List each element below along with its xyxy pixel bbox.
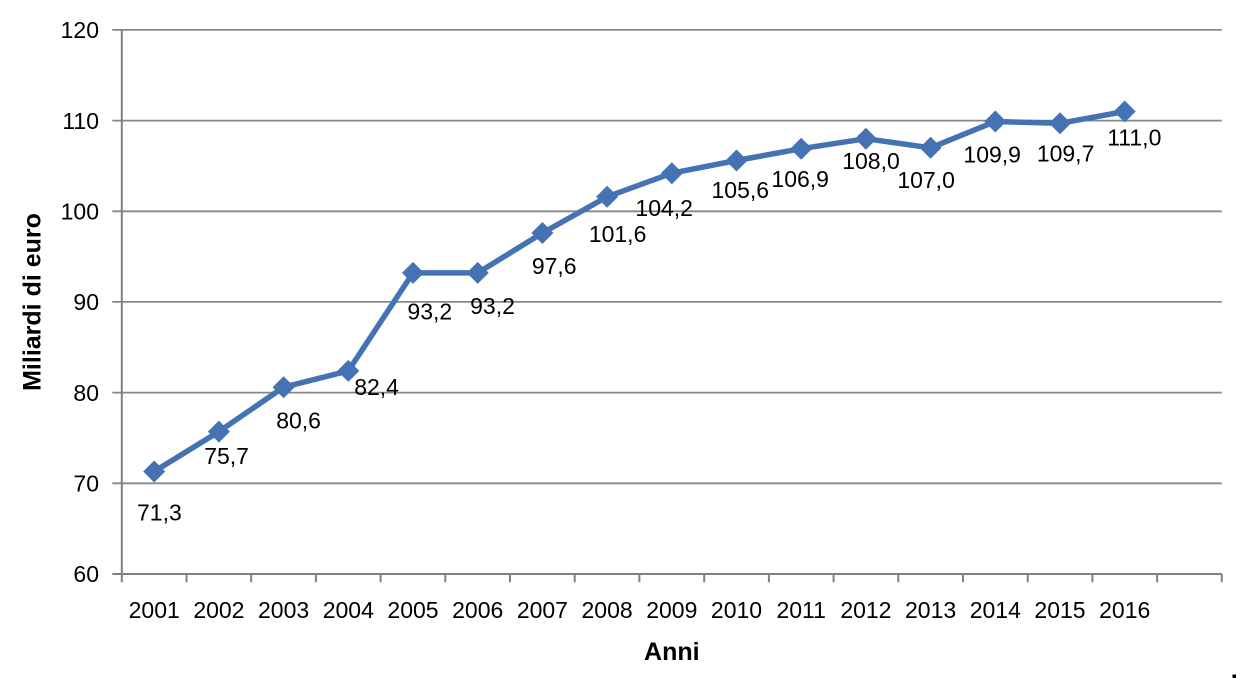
svg-text:60: 60 [73,561,99,587]
svg-text:82,4: 82,4 [354,374,399,400]
svg-text:2011: 2011 [776,597,825,623]
svg-text:105,6: 105,6 [712,177,770,203]
svg-text:2006: 2006 [452,597,503,623]
svg-text:2010: 2010 [711,597,762,623]
svg-text:97,6: 97,6 [532,253,577,279]
svg-text:106,9: 106,9 [771,166,829,192]
svg-text:Anni: Anni [644,638,700,666]
svg-text:93,2: 93,2 [470,293,515,319]
svg-text:2005: 2005 [387,597,438,623]
svg-text:2008: 2008 [582,597,633,623]
svg-text:80: 80 [73,380,99,406]
svg-text:2012: 2012 [840,597,891,623]
svg-text:2003: 2003 [258,597,309,623]
svg-text:2001: 2001 [129,597,180,623]
svg-text:2009: 2009 [646,597,697,623]
svg-text:104,2: 104,2 [635,195,693,221]
svg-text:100: 100 [61,199,99,225]
svg-text:2013: 2013 [905,597,956,623]
svg-text:2002: 2002 [193,597,244,623]
svg-text:2016: 2016 [1099,597,1150,623]
svg-text:2004: 2004 [323,597,374,623]
svg-text:101,6: 101,6 [589,221,647,247]
svg-text:109,7: 109,7 [1037,140,1095,166]
svg-text:109,9: 109,9 [963,142,1021,168]
svg-text:111,0: 111,0 [1107,124,1161,150]
svg-text:2015: 2015 [1034,597,1085,623]
svg-text:108,0: 108,0 [842,148,900,174]
svg-text:70: 70 [73,471,99,497]
svg-text:71,3: 71,3 [137,499,182,525]
svg-text:93,2: 93,2 [407,298,452,324]
svg-text:2014: 2014 [970,597,1021,623]
svg-text:110: 110 [62,108,99,134]
svg-text:Miliardi di euro: Miliardi di euro [19,213,47,391]
svg-text:107,0: 107,0 [897,167,955,193]
svg-text:75,7: 75,7 [204,443,249,469]
svg-text:120: 120 [61,17,99,43]
svg-text:90: 90 [73,289,99,315]
svg-text:80,6: 80,6 [276,408,321,434]
svg-text:2007: 2007 [517,597,568,623]
